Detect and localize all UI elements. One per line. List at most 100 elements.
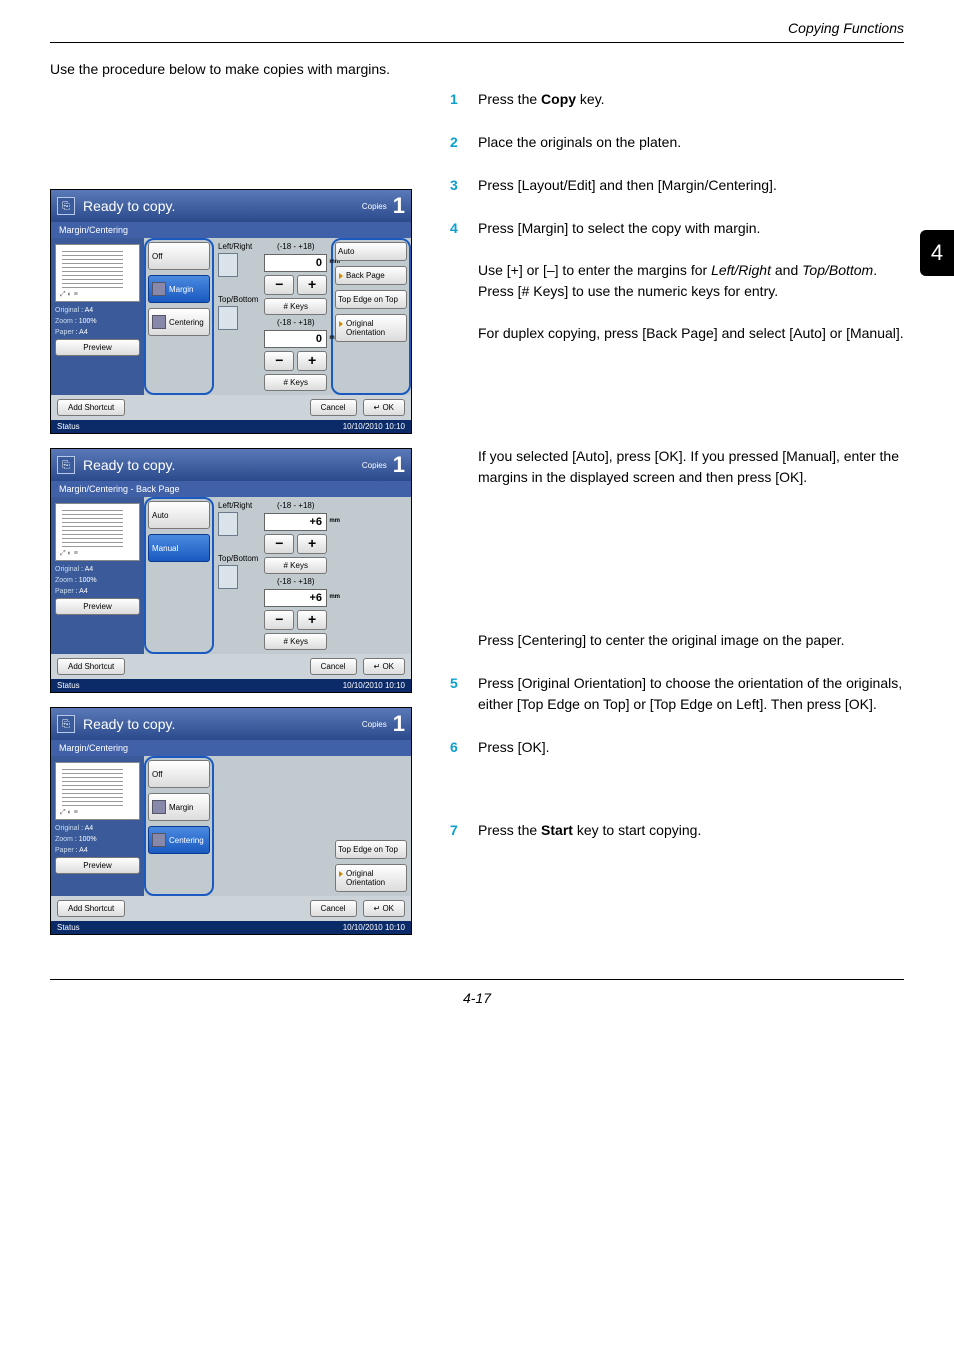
range-label: (-18 - +18) xyxy=(264,501,327,510)
panel-title: Ready to copy. xyxy=(83,716,362,732)
screenshot-backpage: ⎘ Ready to copy. Copies 1 Margin/Centeri… xyxy=(50,448,412,693)
auto-button[interactable]: Auto xyxy=(335,242,407,261)
copy-icon: ⎘ xyxy=(57,715,75,733)
copies-value: 1 xyxy=(393,193,405,219)
panel-title: Ready to copy. xyxy=(83,198,362,214)
margin-icon xyxy=(152,800,166,814)
timestamp: 10/10/2010 10:10 xyxy=(343,681,405,690)
backpage-button[interactable]: Back Page xyxy=(335,266,407,285)
numkeys-button[interactable]: # Keys xyxy=(264,557,327,574)
range-label: (-18 - +18) xyxy=(264,242,327,251)
option-margin[interactable]: Margin xyxy=(148,793,210,821)
screenshot-centering: ⎘ Ready to copy. Copies 1 Margin/Centeri… xyxy=(50,707,412,935)
intro-text: Use the procedure below to make copies w… xyxy=(50,61,904,77)
step-text: Press [Centering] to center the original… xyxy=(478,630,845,663)
status-label: Status xyxy=(57,422,80,431)
ok-button[interactable]: ↵ OK xyxy=(363,658,406,675)
left-right-label: Left/Right xyxy=(218,501,258,510)
step: 7 Press the Start key to start copying. xyxy=(450,820,904,853)
step-number: 2 xyxy=(450,132,464,165)
page-icon xyxy=(218,306,238,330)
option-manual[interactable]: Manual xyxy=(148,534,210,562)
step-number: 7 xyxy=(450,820,464,853)
cancel-button[interactable]: Cancel xyxy=(310,399,357,416)
centering-icon xyxy=(152,833,166,847)
numkeys-button[interactable]: # Keys xyxy=(264,633,327,650)
orientation-button[interactable]: Original Orientation xyxy=(335,864,407,892)
add-shortcut-button[interactable]: Add Shortcut xyxy=(57,399,125,416)
step-number: 4 xyxy=(450,218,464,356)
copies-label: Copies xyxy=(362,720,387,729)
step-number xyxy=(450,630,464,663)
topedge-button[interactable]: Top Edge on Top xyxy=(335,840,407,859)
preview-thumbnail: ⤢ ◐ ≡ xyxy=(55,244,140,302)
step: 5Press [Original Orientation] to choose … xyxy=(450,673,904,727)
option-centering[interactable]: Centering xyxy=(148,826,210,854)
copy-icon: ⎘ xyxy=(57,197,75,215)
left-right-label: Left/Right xyxy=(218,242,258,251)
numkeys-button[interactable]: # Keys xyxy=(264,374,327,391)
add-shortcut-button[interactable]: Add Shortcut xyxy=(57,900,125,917)
option-margin[interactable]: Margin xyxy=(148,275,210,303)
tb-value: +6mm xyxy=(264,589,327,607)
copy-icon: ⎘ xyxy=(57,456,75,474)
minus-button[interactable]: − xyxy=(264,534,294,554)
plus-button[interactable]: + xyxy=(297,275,327,295)
minus-button[interactable]: − xyxy=(264,351,294,371)
chevron-icon xyxy=(339,273,343,279)
preview-button[interactable]: Preview xyxy=(55,857,140,874)
ok-button[interactable]: ↵ OK xyxy=(363,399,406,416)
range-label: (-18 - +18) xyxy=(264,318,327,327)
step-text: Place the originals on the platen. xyxy=(478,132,681,165)
preview-button[interactable]: Preview xyxy=(55,339,140,356)
copies-label: Copies xyxy=(362,461,387,470)
step: 6Press [OK]. xyxy=(450,737,904,770)
option-off[interactable]: Off xyxy=(148,242,210,270)
minus-button[interactable]: − xyxy=(264,275,294,295)
cancel-button[interactable]: Cancel xyxy=(310,658,357,675)
page-icon xyxy=(218,565,238,589)
plus-button[interactable]: + xyxy=(297,534,327,554)
option-centering[interactable]: Centering xyxy=(148,308,210,336)
ok-button[interactable]: ↵ OK xyxy=(363,900,406,917)
chevron-icon xyxy=(339,321,343,327)
step-number: 3 xyxy=(450,175,464,208)
plus-button[interactable]: + xyxy=(297,351,327,371)
plus-button[interactable]: + xyxy=(297,610,327,630)
chevron-icon xyxy=(339,871,343,877)
page-number: 4-17 xyxy=(50,979,904,1006)
option-off[interactable]: Off xyxy=(148,760,210,788)
orientation-button[interactable]: Original Orientation xyxy=(335,314,407,342)
top-bottom-label: Top/Bottom xyxy=(218,554,258,563)
numkeys-button[interactable]: # Keys xyxy=(264,298,327,315)
minus-button[interactable]: − xyxy=(264,610,294,630)
step-number xyxy=(450,446,464,500)
top-bottom-label: Top/Bottom xyxy=(218,295,258,304)
step-text: Press the Start key to start copying. xyxy=(478,820,701,853)
step-text: If you selected [Auto], press [OK]. If y… xyxy=(478,446,904,500)
copies-label: Copies xyxy=(362,202,387,211)
lr-value: +6mm xyxy=(264,513,327,531)
cancel-button[interactable]: Cancel xyxy=(310,900,357,917)
step: 3 Press [Layout/Edit] and then [Margin/Ce… xyxy=(450,175,904,208)
tb-value: 0mm xyxy=(264,330,327,348)
panel-subtitle: Margin/Centering - Back Page xyxy=(51,481,411,497)
preview-thumbnail: ⤢ ◐ ≡ xyxy=(55,503,140,561)
copies-value: 1 xyxy=(393,452,405,478)
step: Press [Centering] to center the original… xyxy=(450,630,904,663)
range-label: (-18 - +18) xyxy=(264,577,327,586)
step-number: 1 xyxy=(450,89,464,122)
step-text: Press [Margin] to select the copy with m… xyxy=(478,218,904,356)
status-label: Status xyxy=(57,681,80,690)
add-shortcut-button[interactable]: Add Shortcut xyxy=(57,658,125,675)
step-text: Press the Copy key. xyxy=(478,89,605,122)
option-auto[interactable]: Auto xyxy=(148,501,210,529)
step-text: Press [Layout/Edit] and then [Margin/Cen… xyxy=(478,175,777,208)
step-number: 5 xyxy=(450,673,464,727)
topedge-button[interactable]: Top Edge on Top xyxy=(335,290,407,309)
preview-button[interactable]: Preview xyxy=(55,598,140,615)
step: 1 Press the Copy key. xyxy=(450,89,904,122)
step: If you selected [Auto], press [OK]. If y… xyxy=(450,446,904,500)
panel-subtitle: Margin/Centering xyxy=(51,740,411,756)
screenshot-margin: ⎘ Ready to copy. Copies 1 Margin/Centeri… xyxy=(50,189,412,434)
